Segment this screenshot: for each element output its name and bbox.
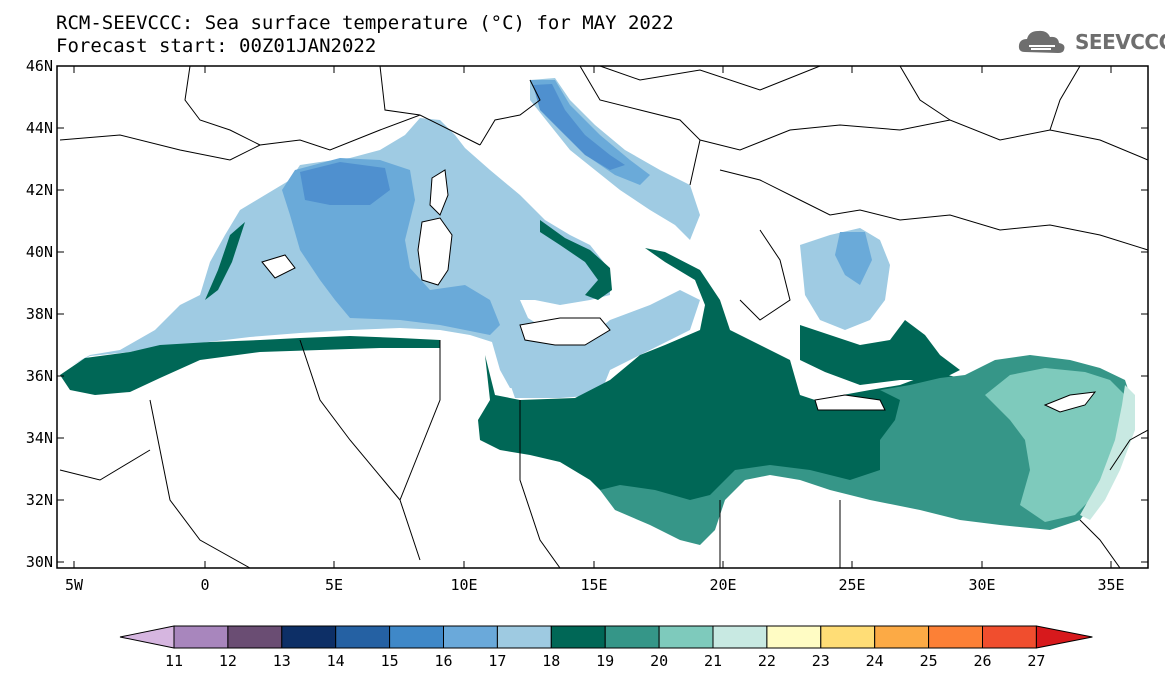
mallorca [261, 254, 296, 279]
colorbar-label: 23 [812, 652, 830, 670]
sst-region-aegean-north-17 [835, 232, 872, 285]
sicily [519, 317, 611, 346]
colorbar-label: 24 [866, 652, 884, 670]
colorbar-segment [604, 625, 660, 649]
colorbar-segment [766, 625, 822, 649]
map-title: RCM-SEEVCCC: Sea surface temperature (°C… [56, 12, 674, 34]
colorbar-label: 13 [273, 652, 291, 670]
lat-tick-label: 44N [26, 119, 53, 137]
latitude-axis: 46N 44N 42N 40N 38N 36N 34N 32N 30N [26, 57, 1148, 571]
corsica [429, 169, 449, 216]
colorbar-label: 12 [219, 652, 237, 670]
colorbar-label: 19 [596, 652, 614, 670]
colorbar-label: 11 [165, 652, 183, 670]
colorbar-segment [982, 625, 1037, 649]
sst-region-gulf-lion-16 [300, 162, 390, 205]
colorbar-segment [389, 625, 445, 649]
sst-region-alboran-19 [60, 336, 440, 395]
colorbar-label: 18 [542, 652, 560, 670]
colorbar-under-arrow [119, 625, 175, 649]
lon-tick-label: 5E [325, 576, 343, 594]
colorbar-label: 20 [650, 652, 668, 670]
sst-region-north-adriatic-16 [533, 84, 625, 170]
lat-tick-label: 34N [26, 429, 53, 447]
sardinia [417, 217, 453, 286]
lon-tick-label: 25E [838, 576, 865, 594]
lon-tick-label: 35E [1097, 576, 1124, 594]
map-frame [56, 65, 1149, 569]
colorbar-segment [820, 625, 876, 649]
colorbar-label: 22 [758, 652, 776, 670]
lat-tick-label: 42N [26, 181, 53, 199]
country-borders [59, 66, 1148, 568]
lat-tick-label: 36N [26, 367, 53, 385]
sst-region-tyrrhenian-coast-19 [540, 220, 612, 300]
sst-region-east-levantine-21 [985, 368, 1125, 522]
lat-tick-label: 46N [26, 57, 53, 75]
colorbar-segment [227, 625, 283, 649]
colorbar-segment [658, 625, 714, 649]
colorbar-label: 16 [434, 652, 452, 670]
colorbar-segment [712, 625, 768, 649]
colorbar-label: 15 [381, 652, 399, 670]
lon-tick-label: 5W [65, 576, 84, 594]
colorbar-label: 26 [973, 652, 991, 670]
lon-tick-label: 15E [580, 576, 607, 594]
sst-field [60, 78, 1135, 545]
lat-tick-label: 30N [26, 553, 53, 571]
lon-tick-label: 30E [968, 576, 995, 594]
lon-tick-label: 20E [709, 576, 736, 594]
cyprus [1043, 391, 1097, 413]
cloud-logo-icon [1018, 30, 1065, 53]
sst-region-aegean-south-19 [800, 320, 960, 385]
lat-tick-label: 38N [26, 305, 53, 323]
colorbar-label: 14 [327, 652, 345, 670]
colorbar-segment [550, 625, 606, 649]
logo-text: SEEVCCC [1075, 30, 1165, 54]
sst-region-coastal-22 [1080, 385, 1135, 520]
colorbar-segment [443, 625, 498, 649]
sst-region-sicily-channel-18 [495, 290, 700, 398]
seevccc-logo: SEEVCCC [1017, 26, 1165, 58]
forecast-start-subtitle: Forecast start: 00Z01JAN2022 [56, 35, 377, 57]
lon-tick-label: 0 [200, 576, 209, 594]
lat-tick-label: 40N [26, 243, 53, 261]
longitude-axis: 5W 0 5E 10E 15E 20E 25E 30E 35E [65, 66, 1125, 594]
colorbar-segment [335, 625, 391, 649]
colorbar-label: 25 [920, 652, 938, 670]
sst-region-gulf-lion-19 [205, 222, 245, 300]
sst-region-central-med-19 [478, 248, 1000, 535]
colorbar-label: 17 [488, 652, 506, 670]
colorbar-label: 27 [1027, 652, 1045, 670]
colorbar-over-arrow [1035, 625, 1093, 649]
lon-tick-label: 10E [450, 576, 477, 594]
colorbar-segment [928, 625, 983, 649]
islands [261, 169, 1097, 413]
colorbar-segment [874, 625, 930, 649]
crete [814, 394, 886, 411]
colorbar-segment [281, 625, 337, 649]
lat-tick-label: 32N [26, 491, 53, 509]
colorbar-segment [173, 625, 229, 649]
colorbar-label: 21 [704, 652, 722, 670]
colorbar-segment [496, 625, 552, 649]
colorbar: 11 12 13 14 15 16 17 18 19 20 21 22 23 24 25 26 27 [119, 625, 1093, 670]
